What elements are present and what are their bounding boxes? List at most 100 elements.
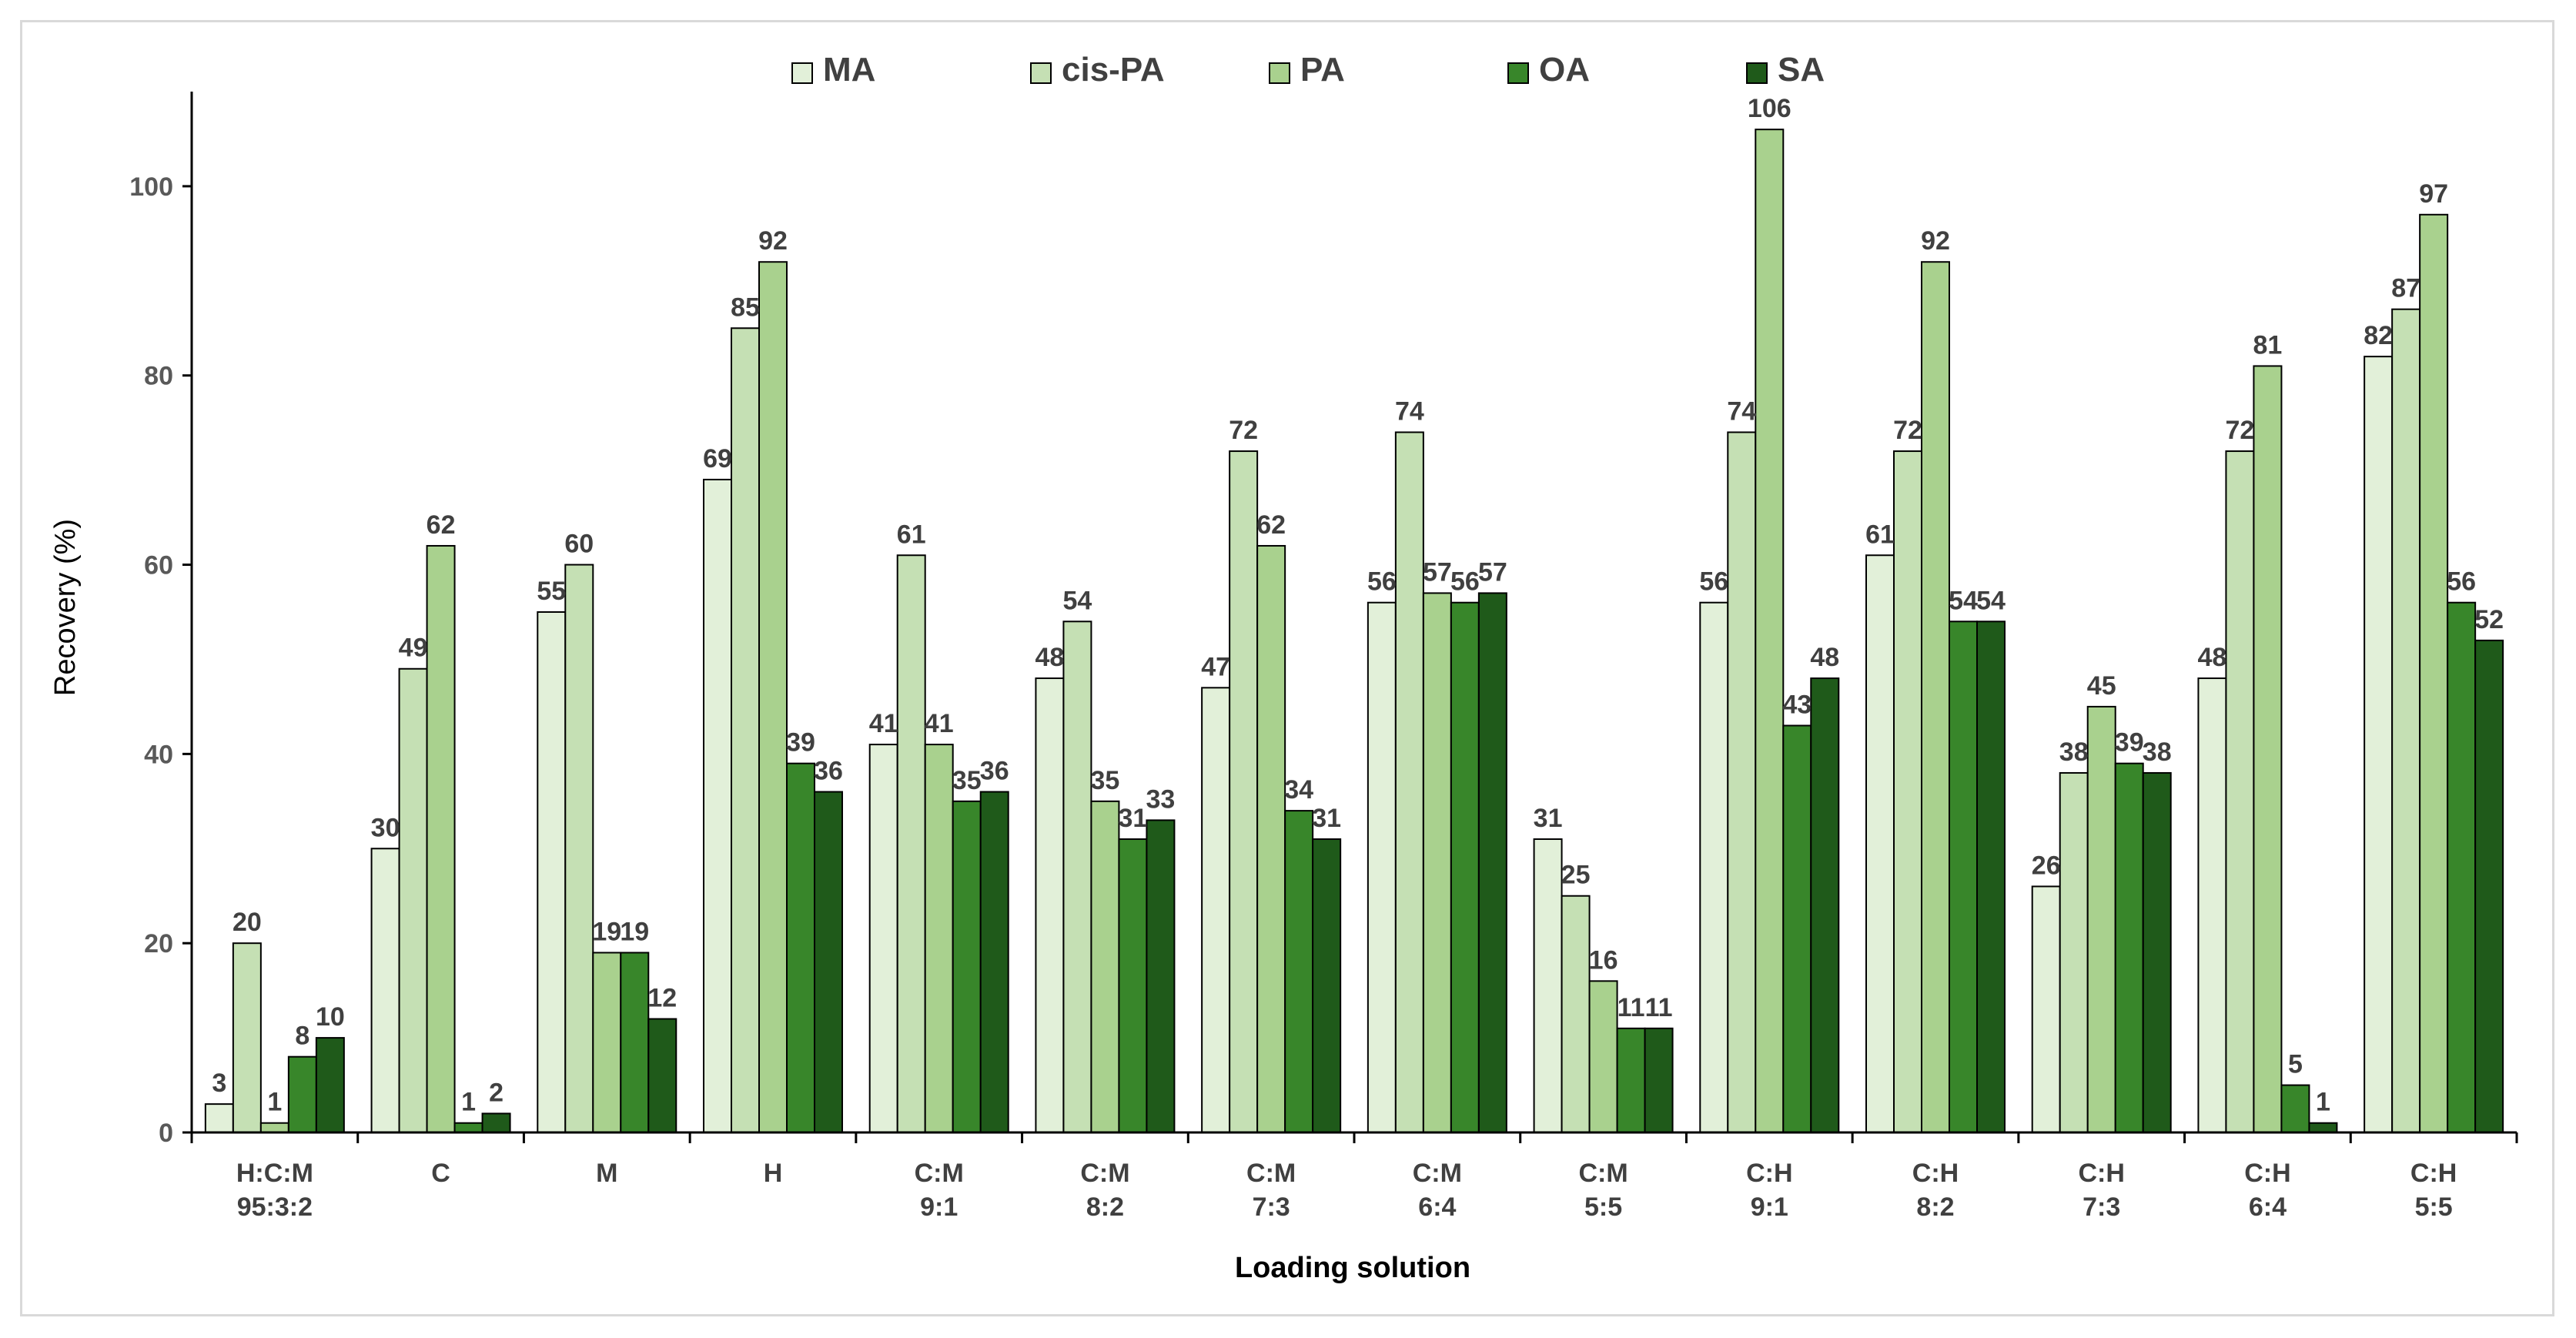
bar-sa xyxy=(814,791,843,1133)
bar-ma xyxy=(2031,885,2061,1134)
data-label: 1 xyxy=(267,1088,282,1117)
bar-sa xyxy=(1146,819,1176,1134)
bar-oa xyxy=(287,1055,317,1133)
x-tick-label: H xyxy=(764,1159,783,1188)
x-tick-label: 6:4 xyxy=(2249,1192,2287,1222)
bar-cis-pa xyxy=(731,327,760,1134)
data-label: 30 xyxy=(371,813,400,842)
bar-pa xyxy=(1921,261,1950,1134)
data-label: 74 xyxy=(1727,396,1756,426)
data-label: 56 xyxy=(1699,567,1728,597)
data-label: 1 xyxy=(461,1088,476,1117)
bar-pa xyxy=(924,744,954,1134)
data-label: 54 xyxy=(1063,586,1092,615)
bar-oa xyxy=(2280,1084,2310,1133)
x-tick-label: C:M xyxy=(1578,1159,1628,1188)
data-label: 33 xyxy=(1146,784,1176,814)
data-label: 34 xyxy=(1284,775,1313,804)
data-label: 19 xyxy=(592,917,621,946)
data-label: 48 xyxy=(1035,643,1065,672)
y-tick-label: 100 xyxy=(129,172,173,202)
data-label: 38 xyxy=(2143,738,2172,767)
data-label: 72 xyxy=(1229,416,1258,445)
bar-ma xyxy=(537,611,567,1133)
data-label: 31 xyxy=(1119,804,1148,833)
legend-item-sa: SA xyxy=(1746,51,1825,89)
legend-label: MA xyxy=(823,51,875,89)
bar-pa xyxy=(2086,705,2116,1133)
bar-pa xyxy=(592,952,622,1134)
bar-cis-pa xyxy=(232,942,262,1133)
bar-sa xyxy=(2308,1122,2338,1134)
legend-swatch xyxy=(1746,62,1768,84)
bars xyxy=(204,129,2504,1134)
bar-oa xyxy=(620,952,650,1134)
bar-pa xyxy=(1755,129,1785,1133)
x-tick-label: 8:2 xyxy=(1086,1192,1124,1222)
data-label: 56 xyxy=(1367,567,1397,597)
bar-cis-pa xyxy=(1062,620,1092,1133)
data-label: 39 xyxy=(2115,728,2144,758)
y-tick-label: 60 xyxy=(144,551,173,580)
data-label: 106 xyxy=(1748,94,1791,123)
data-label: 8 xyxy=(295,1022,309,1051)
data-label: 36 xyxy=(980,757,1009,786)
bar-ma xyxy=(370,848,400,1133)
data-label: 39 xyxy=(786,728,815,758)
bar-oa xyxy=(1949,620,1978,1133)
data-label: 2 xyxy=(489,1078,503,1107)
bar-oa xyxy=(2114,762,2144,1133)
data-label: 92 xyxy=(1921,226,1950,256)
bar-sa xyxy=(1477,592,1507,1133)
data-label: 11 xyxy=(1645,993,1673,1022)
legend-item-cis-pa: cis-PA xyxy=(1030,51,1165,89)
data-label: 56 xyxy=(2447,567,2476,597)
data-label: 55 xyxy=(537,577,566,606)
data-label: 56 xyxy=(1450,567,1480,597)
legend-swatch xyxy=(1030,62,1052,84)
bar-cis-pa xyxy=(2225,450,2255,1133)
x-tick-label: 9:1 xyxy=(920,1192,958,1222)
data-label: 35 xyxy=(1091,766,1120,795)
data-label: 38 xyxy=(2059,738,2089,767)
data-label: 54 xyxy=(1949,586,1978,615)
data-label: 36 xyxy=(814,757,843,786)
x-tick-label: 5:5 xyxy=(2415,1192,2453,1222)
y-tick-label: 0 xyxy=(159,1119,173,1148)
data-label: 31 xyxy=(1312,804,1341,833)
legend-label: cis-PA xyxy=(1062,51,1165,89)
bar-sa xyxy=(1976,620,2006,1133)
bar-cis-pa xyxy=(564,564,594,1133)
data-label: 49 xyxy=(399,634,428,663)
y-tick-label: 80 xyxy=(144,362,173,391)
legend-item-pa: PA xyxy=(1269,51,1345,89)
chart-frame: MA cis-PA PA OA SA 3 30 55 69 41 48 47 56 31 56 61 26 48… xyxy=(20,20,2554,1316)
bar-cis-pa xyxy=(1893,450,1922,1133)
data-label: 1 xyxy=(2316,1088,2330,1117)
x-tick-label: 7:3 xyxy=(1253,1192,1290,1222)
data-label: 10 xyxy=(316,1002,345,1032)
legend-swatch xyxy=(1507,62,1529,84)
legend-label: SA xyxy=(1778,51,1825,89)
data-label: 3 xyxy=(212,1069,226,1098)
bar-oa xyxy=(2447,601,2477,1133)
bar-sa xyxy=(647,1018,677,1133)
bar-sa xyxy=(481,1112,511,1134)
bar-pa xyxy=(259,1122,289,1134)
bar-pa xyxy=(1090,800,1120,1133)
bar-pa xyxy=(758,261,788,1134)
bar-ma xyxy=(1201,687,1231,1133)
y-tick-label: 40 xyxy=(144,740,173,769)
data-label: 82 xyxy=(2364,321,2393,350)
data-label: 92 xyxy=(758,226,788,256)
bar-cis-pa xyxy=(2391,308,2421,1133)
data-label: 11 xyxy=(1618,993,1645,1022)
bar-ma xyxy=(703,478,732,1133)
data-label: 87 xyxy=(2391,274,2420,303)
bar-sa xyxy=(2474,639,2504,1133)
bar-oa xyxy=(453,1122,483,1134)
data-label: 16 xyxy=(1589,945,1618,975)
x-tick-label: M xyxy=(596,1159,617,1188)
data-label: 97 xyxy=(2419,179,2448,209)
